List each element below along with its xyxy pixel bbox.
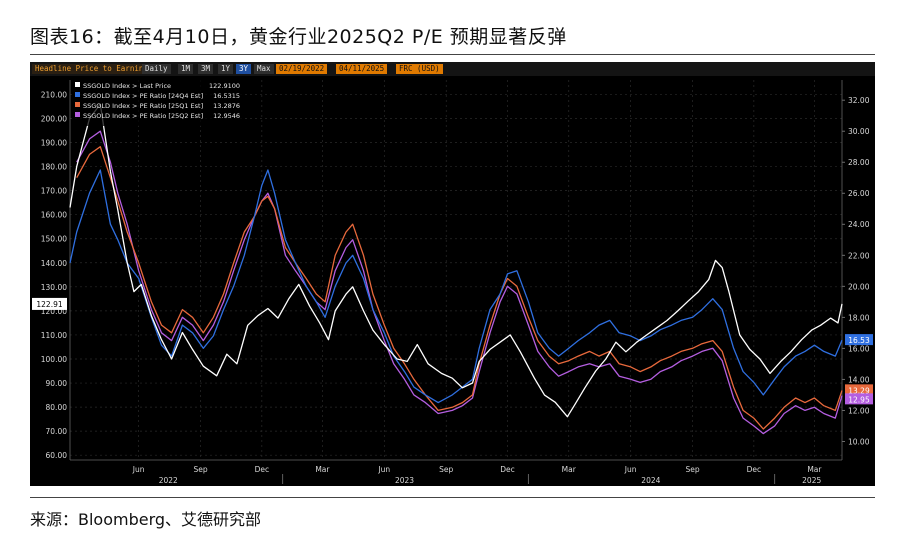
x-tick-label: Mar	[562, 465, 577, 474]
chart-toolbar: Headline Price to Earnings Daily 1M 3M 1…	[30, 62, 875, 76]
legend-value: 16.5315	[213, 92, 240, 100]
right-tick-label: 22.00	[848, 251, 870, 260]
left-tick-label: 130.00	[41, 283, 67, 292]
right-value-label: 16.53	[848, 336, 870, 345]
start-date-field[interactable]: 02/19/2022	[276, 64, 328, 74]
left-tick-label: 200.00	[41, 114, 67, 123]
left-tick-label: 60.00	[46, 451, 68, 460]
legend-name: SSGOLD Index > PE Ratio [24Q4 Est]	[83, 92, 203, 100]
currency-select[interactable]: FRC (USD)	[396, 64, 443, 74]
range-button-max[interactable]: Max	[254, 64, 274, 74]
x-tick-label: Sep	[686, 465, 700, 474]
figure-title: 图表16：截至4月10日，黄金行业2025Q2 P/E 预期显著反弹	[30, 26, 567, 48]
x-tick-label: Jun	[624, 465, 637, 474]
right-tick-label: 12.00	[848, 406, 870, 415]
right-tick-label: 28.00	[848, 158, 870, 167]
series-line-2	[76, 146, 843, 430]
range-button-3y[interactable]: 3Y	[236, 64, 252, 74]
source-note: 来源：Bloomberg、艾德研究部	[30, 510, 262, 529]
left-tick-label: 140.00	[41, 259, 67, 268]
x-tick-label: Mar	[807, 465, 822, 474]
top-rule	[30, 54, 875, 55]
chart-panel: Headline Price to Earnings Daily 1M 3M 1…	[30, 62, 875, 486]
left-tick-label: 110.00	[41, 331, 67, 340]
right-value-tag	[845, 334, 873, 346]
last-price-tag	[32, 297, 67, 310]
left-tick-label: 70.00	[46, 427, 68, 436]
left-tick-label: 180.00	[41, 163, 67, 172]
left-tick-label: 190.00	[41, 139, 67, 148]
x-tick-label: Mar	[315, 465, 330, 474]
legend-value: 12.9546	[213, 112, 240, 120]
x-tick-label: Dec	[500, 465, 515, 474]
end-date-field[interactable]: 04/11/2025	[336, 64, 388, 74]
range-button-1m[interactable]: 1M	[178, 64, 194, 74]
right-tick-label: 20.00	[848, 282, 870, 291]
legend-swatch	[75, 112, 80, 117]
left-tick-label: 150.00	[41, 235, 67, 244]
x-year-label: 2024	[641, 476, 660, 485]
range-button-3m[interactable]: 3M	[198, 64, 214, 74]
right-tick-label: 18.00	[848, 313, 870, 322]
legend-swatch	[75, 82, 80, 87]
legend-name: SSGOLD Index > Last Price	[83, 82, 171, 90]
left-tick-label: 100.00	[41, 355, 67, 364]
x-tick-label: Dec	[747, 465, 762, 474]
right-tick-label: 24.00	[848, 220, 870, 229]
right-tick-label: 10.00	[848, 437, 870, 446]
series-line-1	[69, 169, 843, 404]
right-value-label: 13.29	[848, 386, 870, 395]
legend-swatch	[75, 92, 80, 97]
series-line-3	[76, 130, 843, 435]
chart-title-field[interactable]: Headline Price to Earnings	[32, 64, 156, 74]
right-tick-label: 26.00	[848, 189, 870, 198]
right-value-tag	[845, 384, 873, 396]
range-button-1y[interactable]: 1Y	[218, 64, 234, 74]
x-year-label: 2025	[802, 476, 821, 485]
x-tick-label: Sep	[439, 465, 453, 474]
right-tick-label: 16.00	[848, 344, 870, 353]
x-year-label: 2022	[159, 476, 178, 485]
legend-value: 122.9100	[209, 82, 240, 90]
x-tick-label: Jun	[132, 465, 145, 474]
right-tick-label: 30.00	[848, 127, 870, 136]
right-tick-label: 14.00	[848, 375, 870, 384]
left-tick-label: 160.00	[41, 211, 67, 220]
series-line-0	[69, 103, 843, 418]
x-tick-label: Sep	[194, 465, 208, 474]
left-tick-label: 80.00	[46, 403, 68, 412]
right-value-label: 12.95	[848, 395, 870, 404]
x-year-label: 2023	[395, 476, 414, 485]
x-tick-label: Dec	[255, 465, 270, 474]
left-tick-label: 90.00	[46, 379, 68, 388]
legend-swatch	[75, 102, 80, 107]
last-price-label: 122.91	[36, 300, 62, 309]
right-tick-label: 32.00	[848, 96, 870, 105]
legend-name: SSGOLD Index > PE Ratio [25Q1 Est]	[83, 102, 203, 110]
legend-value: 13.2876	[213, 102, 240, 110]
left-tick-label: 210.00	[41, 90, 67, 99]
left-tick-label: 170.00	[41, 187, 67, 196]
chart-plot: 60.00 70.00 80.00 90.00 100.00 110.00 120.00 13…	[32, 80, 873, 485]
x-tick-label: Jun	[377, 465, 390, 474]
right-value-tag	[845, 393, 873, 405]
bottom-rule	[30, 497, 875, 498]
legend-box	[72, 80, 244, 126]
frequency-select[interactable]: Daily	[142, 64, 171, 74]
legend-name: SSGOLD Index > PE Ratio [25Q2 Est]	[83, 112, 203, 120]
left-tick-label: 120.00	[41, 307, 67, 316]
